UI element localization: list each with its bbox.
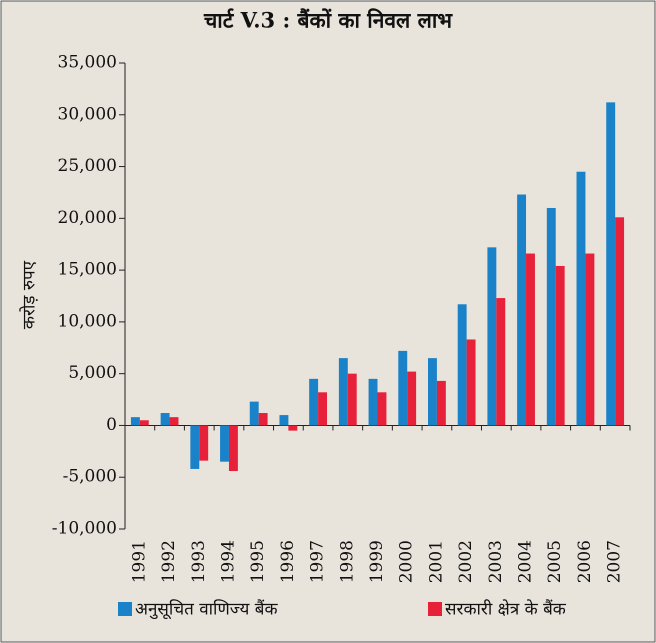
y-tick-label: -10,000 [52, 519, 117, 539]
bar [309, 378, 319, 426]
bar [555, 265, 565, 426]
x-tick-label: 2000 [397, 540, 417, 583]
bar [457, 304, 467, 426]
bar [546, 207, 556, 426]
bar [398, 350, 408, 426]
bar [169, 417, 179, 426]
bar [139, 420, 149, 426]
bar [407, 371, 417, 426]
x-tick-label: 1992 [159, 540, 179, 583]
bar [279, 415, 289, 426]
y-tick-label: -5,000 [63, 467, 117, 487]
bar [338, 358, 348, 426]
bar [585, 253, 595, 426]
bar [288, 425, 298, 431]
x-tick-label: 2001 [426, 540, 446, 583]
y-tick-label: 30,000 [58, 104, 117, 124]
bar [368, 378, 378, 426]
bar [428, 358, 437, 426]
y-tick-label: 15,000 [58, 260, 117, 280]
bar [517, 194, 527, 426]
bar [130, 417, 140, 426]
x-tick-label: 2007 [605, 540, 625, 583]
x-tick-label: 2003 [486, 540, 506, 583]
x-tick-label: 1993 [189, 540, 209, 583]
x-tick-label: 1996 [278, 540, 298, 583]
y-tick-label: 10,000 [58, 311, 117, 331]
x-tick-label: 1995 [248, 540, 268, 583]
y-tick-label: 35,000 [58, 53, 117, 73]
x-tick-label: 1998 [337, 540, 357, 583]
bar [318, 392, 327, 426]
bar [436, 380, 446, 426]
bar [220, 425, 229, 462]
x-tick-label: 2006 [575, 540, 595, 583]
x-tick-label: 1999 [367, 540, 387, 583]
x-tick-label: 2002 [456, 540, 476, 583]
y-tick-label: 25,000 [58, 156, 117, 176]
bar [377, 392, 387, 426]
bar [258, 413, 268, 426]
y-tick-label: 20,000 [58, 208, 117, 228]
x-tick-label: 1991 [129, 540, 149, 583]
y-axis-label: करोड़ रुपए [19, 260, 40, 329]
bar [576, 171, 586, 426]
x-tick-label: 1994 [218, 540, 238, 583]
x-tick-label: 2004 [516, 540, 536, 583]
x-tick-label: 1997 [308, 540, 328, 583]
x-tick-label: 2005 [545, 540, 565, 583]
bar [199, 425, 209, 461]
legend-swatch [118, 602, 132, 616]
y-tick-label: 0 [106, 415, 117, 435]
bar [249, 401, 259, 426]
bar [606, 102, 616, 426]
legend-label: सरकारी क्षेत्र के बैंक [445, 599, 567, 620]
bar [347, 373, 357, 426]
bar [160, 413, 170, 426]
bar [487, 247, 497, 426]
legend-swatch [428, 602, 442, 616]
legend-label: अनुसूचित वाणिज्य बैंक [135, 599, 278, 620]
chart-title: चार्ट V.3 : बैंकों का निवल लाभ [203, 8, 453, 33]
bar [526, 253, 535, 426]
bar [466, 339, 476, 426]
bar [190, 425, 200, 469]
y-tick-label: 5,000 [68, 363, 117, 383]
bar [615, 217, 625, 426]
bar [228, 425, 238, 472]
bar [496, 298, 506, 426]
